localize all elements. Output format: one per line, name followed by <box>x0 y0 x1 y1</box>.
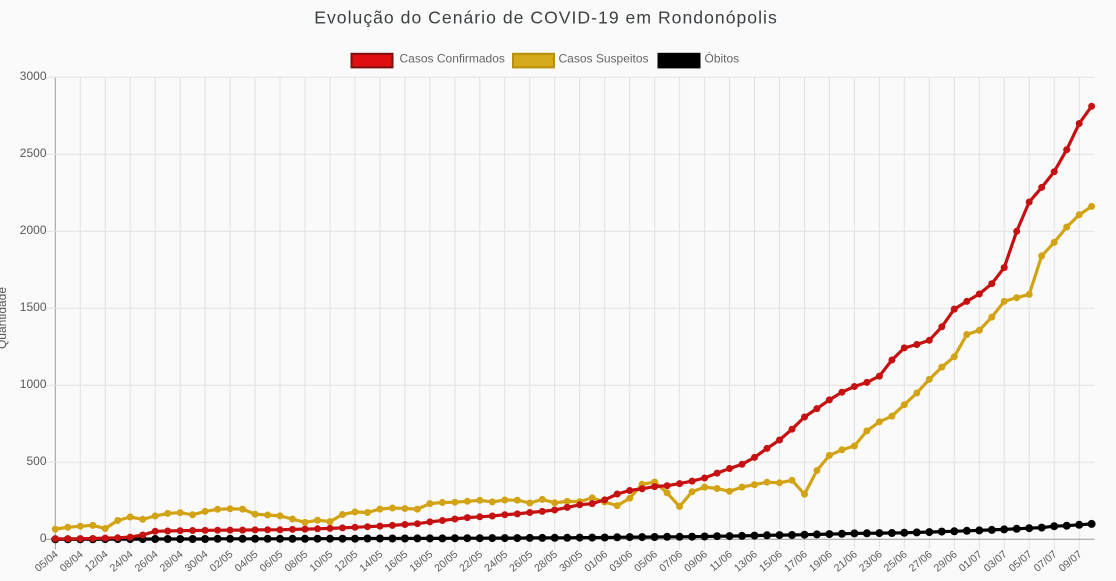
svg-text:1000: 1000 <box>20 377 47 391</box>
svg-text:2500: 2500 <box>20 146 47 160</box>
svg-text:Óbitos: Óbitos <box>705 51 740 66</box>
svg-text:Evolução do Cenário de COVID-1: Evolução do Cenário de COVID-19 em Rondo… <box>314 8 778 28</box>
svg-text:500: 500 <box>26 454 46 468</box>
svg-text:Casos Confirmados: Casos Confirmados <box>400 52 505 66</box>
svg-text:0: 0 <box>40 531 47 545</box>
svg-text:2000: 2000 <box>20 223 47 237</box>
svg-text:Casos Suspeitos: Casos Suspeitos <box>559 52 649 66</box>
svg-text:3000: 3000 <box>20 69 47 83</box>
svg-text:1500: 1500 <box>20 300 47 314</box>
svg-text:Quantidade: Quantidade <box>0 287 9 349</box>
